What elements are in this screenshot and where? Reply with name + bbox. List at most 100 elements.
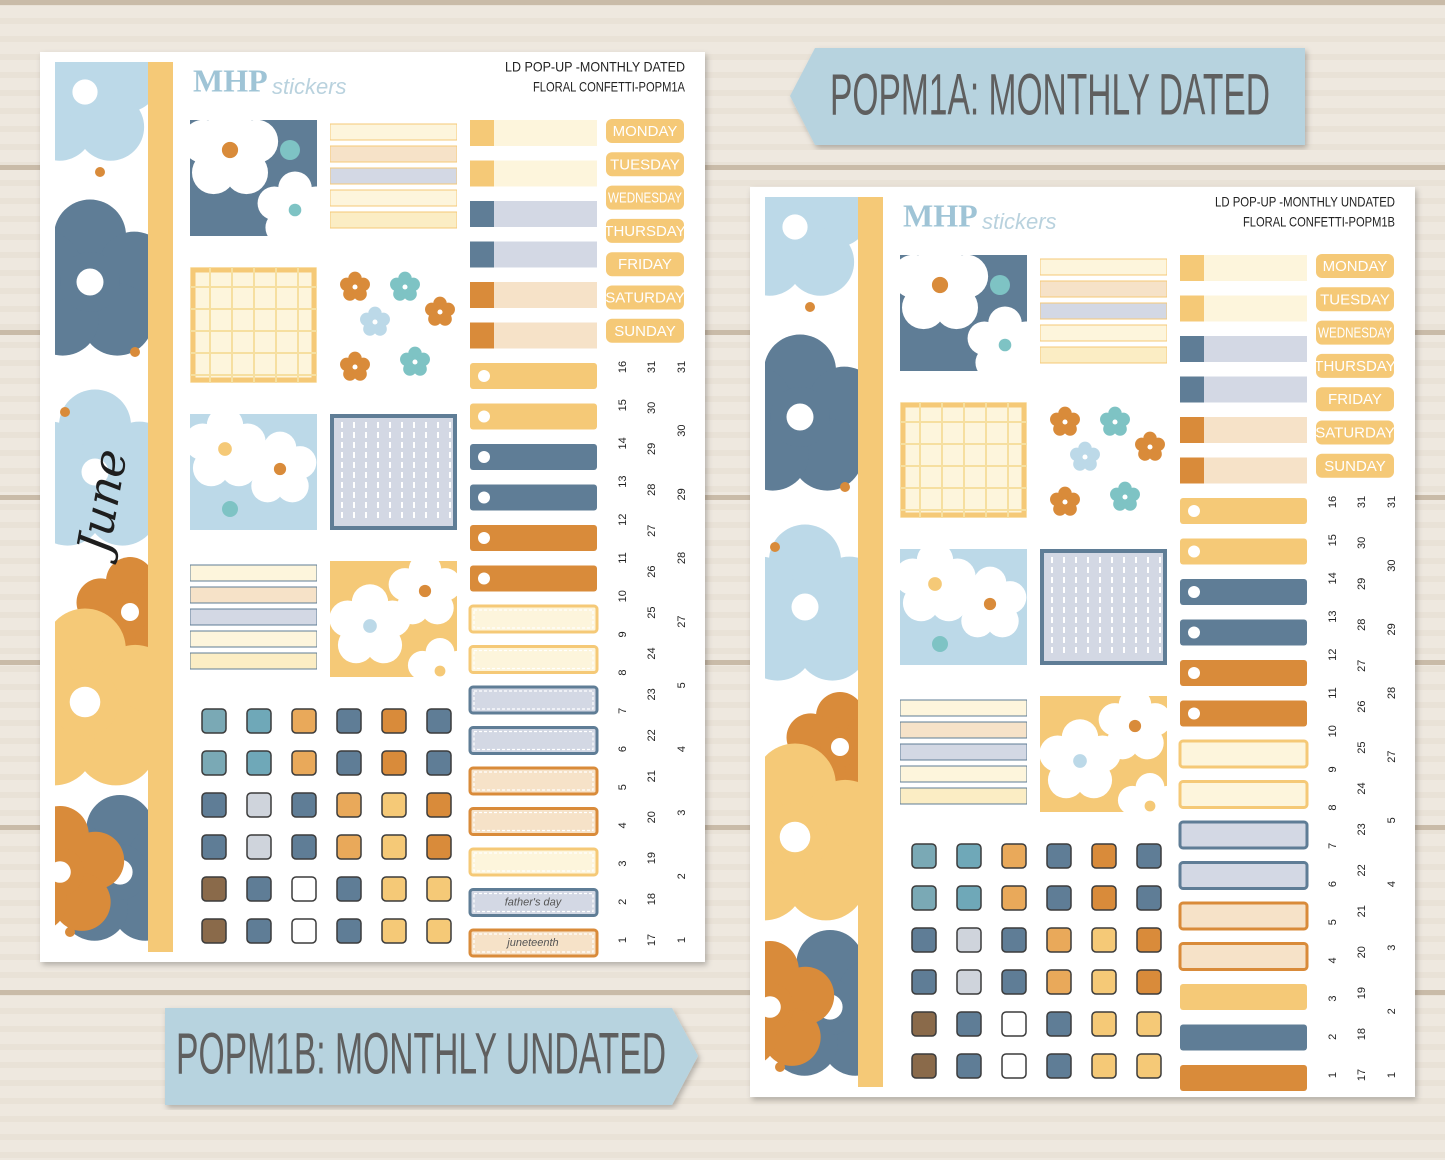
icon [381, 834, 407, 860]
date-number: 19 [646, 852, 658, 864]
date-number: 13 [617, 475, 629, 487]
icon [1046, 927, 1072, 953]
weekday-pill [606, 152, 684, 177]
box-tab [1180, 417, 1204, 443]
date-number: 21 [1356, 905, 1368, 917]
weekday-pill [1316, 387, 1394, 412]
box-body [470, 403, 597, 430]
strip-bar [148, 62, 173, 952]
wood-grain [0, 594, 1445, 600]
flower-dot [121, 603, 139, 621]
brand-script: stickers [982, 209, 1057, 234]
icon [1001, 843, 1027, 869]
wood-grain [0, 954, 1445, 960]
date-number: 20 [1356, 946, 1368, 958]
plank-gap [0, 0, 1445, 5]
date-number: 10 [1327, 725, 1339, 737]
icon [246, 750, 272, 776]
icon [911, 1011, 937, 1037]
icon [336, 918, 362, 944]
box-tab [1180, 457, 1204, 484]
icon [956, 1053, 982, 1079]
icon [426, 792, 452, 818]
icon [1136, 1011, 1162, 1037]
wood-grain [0, 144, 1445, 150]
icon [291, 708, 317, 734]
icon [201, 876, 227, 902]
flower-dot [1062, 499, 1068, 505]
confetti [65, 927, 75, 937]
dot [222, 501, 238, 517]
flower-dot [273, 462, 287, 476]
icon [246, 708, 272, 734]
date-number: 22 [1356, 864, 1368, 876]
icon [911, 1053, 937, 1079]
box-tab [470, 160, 494, 187]
weekday-pill [606, 119, 684, 143]
flower-dot [352, 364, 358, 370]
icon [246, 876, 272, 902]
wood-grain [0, 612, 1445, 618]
wood-grain [0, 216, 1445, 222]
date-number: 24 [1356, 782, 1368, 794]
date-number: 27 [676, 616, 688, 628]
stripe [900, 787, 1027, 805]
date-number: 14 [617, 437, 629, 449]
date-number: 10 [617, 590, 629, 602]
icon [956, 927, 982, 953]
box-body [470, 484, 597, 511]
flower-dot [983, 597, 997, 611]
weekday-pill [1316, 320, 1394, 345]
weekday-label: WEDNESDAY [1318, 325, 1392, 342]
weekday-pill [606, 185, 684, 210]
date-number: 3 [617, 861, 629, 867]
date-number: 12 [1327, 649, 1339, 661]
icon [911, 843, 937, 869]
flower-dot [928, 577, 942, 591]
date-number: 29 [1356, 578, 1368, 590]
weekday-pill [1316, 254, 1394, 278]
box-body [468, 726, 599, 755]
icon [1091, 1011, 1117, 1037]
icon [1091, 885, 1117, 911]
sheet-title: LD POP-UP -MONTHLY UNDATED [1215, 194, 1395, 210]
frame [1040, 549, 1167, 665]
clipped [330, 120, 457, 236]
weekday-label: SATURDAY [605, 289, 684, 306]
date-number: 9 [1327, 766, 1339, 772]
box-tab [1180, 295, 1204, 322]
stripe [1040, 324, 1167, 342]
flower-dot [221, 141, 239, 159]
clipped [190, 561, 317, 677]
date-number: 8 [1327, 805, 1339, 811]
icon [1046, 885, 1072, 911]
wood-grain [0, 198, 1445, 204]
wood-grain [0, 900, 1445, 906]
date-number: 1 [676, 937, 688, 943]
icon [956, 885, 982, 911]
date-number: 18 [646, 893, 658, 905]
wood-grain [0, 378, 1445, 384]
stripe [900, 699, 1027, 717]
icon [1046, 969, 1072, 995]
weekday-pill [606, 218, 684, 243]
wood-grain [0, 702, 1445, 708]
box-dash [473, 771, 594, 791]
date-number: 16 [1327, 496, 1339, 508]
box-body [468, 807, 599, 836]
date-number: 4 [1327, 957, 1339, 963]
box-body [468, 645, 599, 674]
square-bg [330, 414, 457, 530]
date-number: 30 [1386, 560, 1398, 572]
box-hole [478, 370, 490, 382]
date-number: 22 [646, 729, 658, 741]
clipped [1040, 402, 1167, 518]
wood-grain [0, 306, 1445, 312]
flower-dot [81, 458, 109, 486]
wood-grain [0, 864, 1445, 870]
box-hole [478, 491, 490, 504]
box-body [1180, 619, 1307, 646]
plank-gap [0, 330, 1445, 335]
flower-dot [363, 619, 377, 633]
icon [956, 969, 982, 995]
